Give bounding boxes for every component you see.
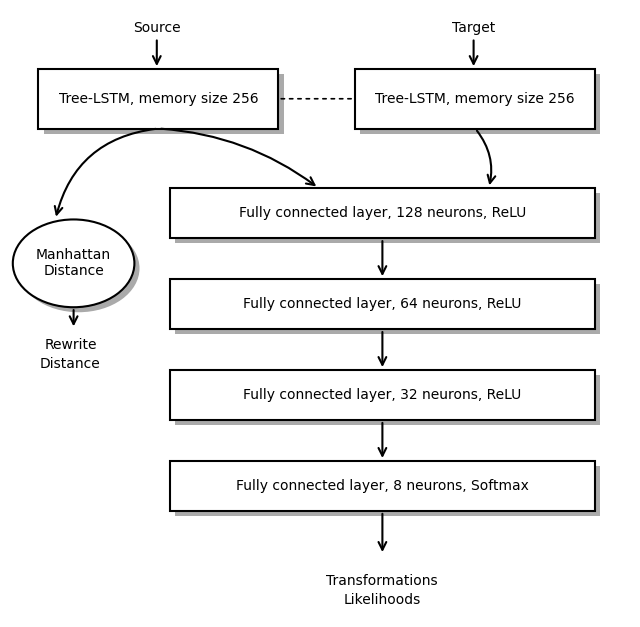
FancyBboxPatch shape bbox=[170, 279, 595, 329]
Text: Tree-LSTM, memory size 256: Tree-LSTM, memory size 256 bbox=[376, 92, 575, 106]
FancyBboxPatch shape bbox=[170, 188, 595, 238]
Ellipse shape bbox=[18, 224, 140, 312]
FancyBboxPatch shape bbox=[170, 370, 595, 420]
FancyBboxPatch shape bbox=[360, 74, 600, 134]
Text: Target: Target bbox=[452, 21, 495, 35]
Text: Fully connected layer, 32 neurons, ReLU: Fully connected layer, 32 neurons, ReLU bbox=[243, 388, 522, 402]
FancyBboxPatch shape bbox=[44, 74, 284, 134]
Text: Source: Source bbox=[133, 21, 180, 35]
FancyBboxPatch shape bbox=[355, 69, 595, 129]
Text: Rewrite
Distance: Rewrite Distance bbox=[40, 337, 100, 371]
Ellipse shape bbox=[13, 219, 134, 307]
Text: Transformations
Likelihoods: Transformations Likelihoods bbox=[326, 574, 438, 608]
Text: Tree-LSTM, memory size 256: Tree-LSTM, memory size 256 bbox=[59, 92, 258, 106]
FancyBboxPatch shape bbox=[175, 193, 600, 243]
Text: Fully connected layer, 128 neurons, ReLU: Fully connected layer, 128 neurons, ReLU bbox=[239, 206, 526, 220]
FancyBboxPatch shape bbox=[38, 69, 278, 129]
Text: Fully connected layer, 64 neurons, ReLU: Fully connected layer, 64 neurons, ReLU bbox=[243, 297, 522, 311]
FancyBboxPatch shape bbox=[175, 284, 600, 334]
Text: Manhattan
Distance: Manhattan Distance bbox=[36, 248, 111, 278]
Text: Fully connected layer, 8 neurons, Softmax: Fully connected layer, 8 neurons, Softma… bbox=[236, 479, 529, 493]
FancyBboxPatch shape bbox=[175, 375, 600, 425]
FancyBboxPatch shape bbox=[170, 461, 595, 511]
FancyBboxPatch shape bbox=[175, 466, 600, 516]
